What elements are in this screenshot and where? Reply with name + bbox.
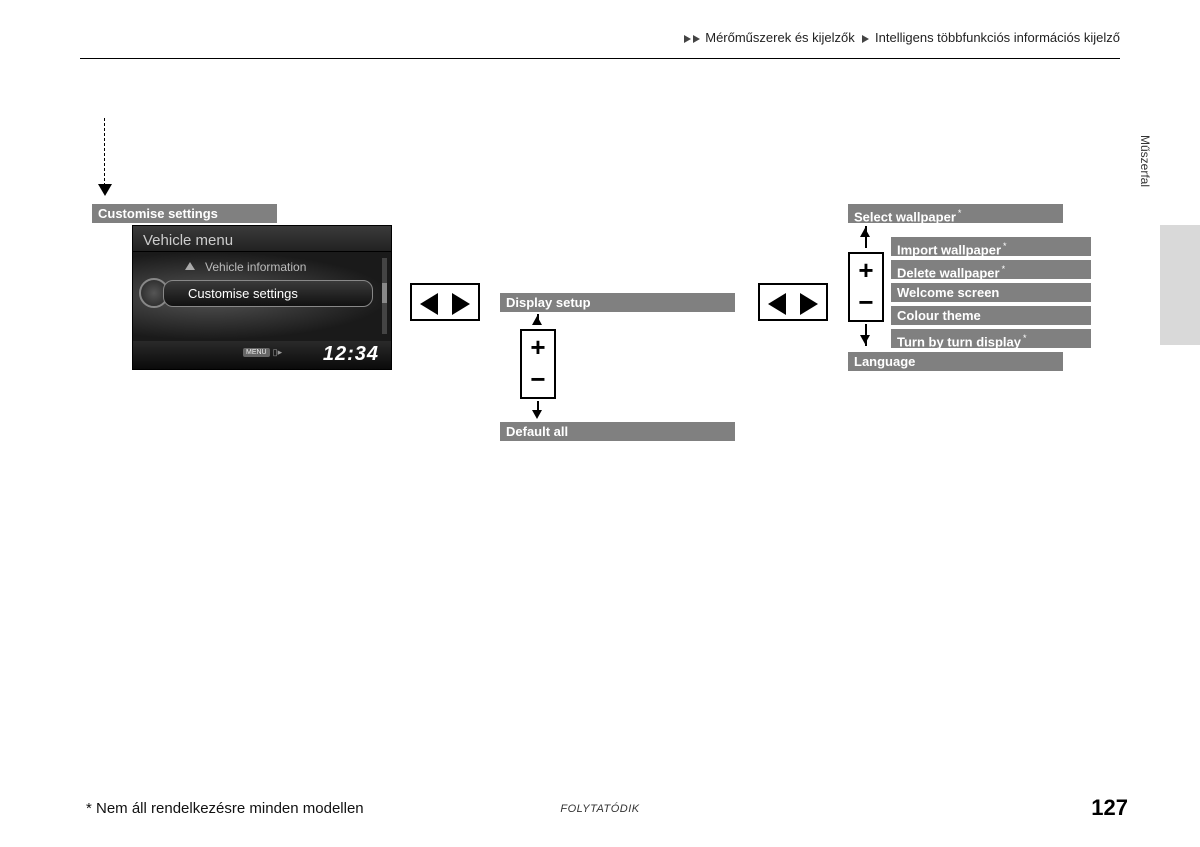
plus-icon: + — [522, 331, 554, 363]
nav-plus-minus-2[interactable]: + − — [848, 252, 884, 322]
label-customise-settings: Customise settings — [92, 204, 277, 223]
flow-arrow-dashed — [104, 118, 105, 186]
footer-menu-hint: MENU▯▸ — [243, 347, 282, 358]
scrollbar — [382, 258, 387, 334]
breadcrumb-level-1: Mérőműszerek és kijelzők — [705, 30, 855, 45]
footnote-marker: * — [1023, 333, 1027, 343]
label-colour-theme: Colour theme — [891, 306, 1091, 325]
arrow-up-icon — [532, 316, 542, 325]
header-rule — [80, 58, 1120, 59]
minus-icon: − — [522, 363, 554, 395]
page-number: 127 — [1091, 795, 1128, 821]
minus-icon: − — [850, 286, 882, 318]
vehicle-menu-screen: Vehicle menu Vehicle information Customi… — [132, 225, 392, 370]
label-select-wallpaper: Select wallpaper* — [848, 204, 1063, 223]
breadcrumb-level-2: Intelligens többfunkciós információs kij… — [875, 30, 1120, 45]
screen-body: Vehicle information Customise settings — [133, 252, 391, 340]
text: Select wallpaper — [854, 209, 956, 224]
side-tab — [1160, 225, 1200, 345]
label-import-wallpaper: Import wallpaper* — [891, 237, 1091, 256]
arrowhead-down-icon — [98, 184, 112, 196]
nav-right-icon — [800, 293, 818, 315]
chevron-right-icon — [862, 35, 869, 43]
side-tab-label: Műszerfal — [1138, 135, 1152, 235]
continued-label: FOLYTATÓDIK — [0, 803, 1200, 815]
chevron-right-icon — [684, 35, 691, 43]
clock: 12:34 — [323, 343, 379, 365]
text: Turn by turn display — [897, 334, 1021, 349]
nav-left-right-1[interactable] — [410, 283, 480, 321]
label-display-setup: Display setup — [500, 293, 735, 312]
menu-chip: MENU — [243, 348, 270, 357]
scroll-up-icon — [185, 262, 195, 270]
nav-left-icon — [420, 293, 438, 315]
label-language: Language — [848, 352, 1063, 371]
menu-item-customise-settings: Customise settings — [163, 280, 373, 307]
chevron-right-icon — [693, 35, 700, 43]
footnote-marker: * — [1003, 241, 1007, 251]
nav-left-icon — [768, 293, 786, 315]
text: Import wallpaper — [897, 242, 1001, 257]
screen-footer: MENU▯▸ 12:34 — [133, 341, 391, 369]
label-default-all: Default all — [500, 422, 735, 441]
scrollbar-thumb — [382, 283, 387, 303]
arrow-down-icon — [860, 335, 870, 344]
arrow-up-icon — [860, 228, 870, 237]
nav-plus-minus-1[interactable]: + − — [520, 329, 556, 399]
breadcrumb: Mérőműszerek és kijelzők Intelligens töb… — [684, 30, 1120, 45]
footnote-marker: * — [958, 208, 962, 218]
plus-icon: + — [850, 254, 882, 286]
label-delete-wallpaper: Delete wallpaper* — [891, 260, 1091, 279]
arrow-down-icon — [532, 410, 542, 419]
label-turn-by-turn: Turn by turn display* — [891, 329, 1091, 348]
text: Delete wallpaper — [897, 265, 1000, 280]
nav-right-icon — [452, 293, 470, 315]
label-welcome-screen: Welcome screen — [891, 283, 1091, 302]
menu-item-vehicle-information: Vehicle information — [205, 260, 306, 274]
screen-title: Vehicle menu — [133, 226, 391, 252]
footnote-marker: * — [1002, 264, 1006, 274]
nav-left-right-2[interactable] — [758, 283, 828, 321]
